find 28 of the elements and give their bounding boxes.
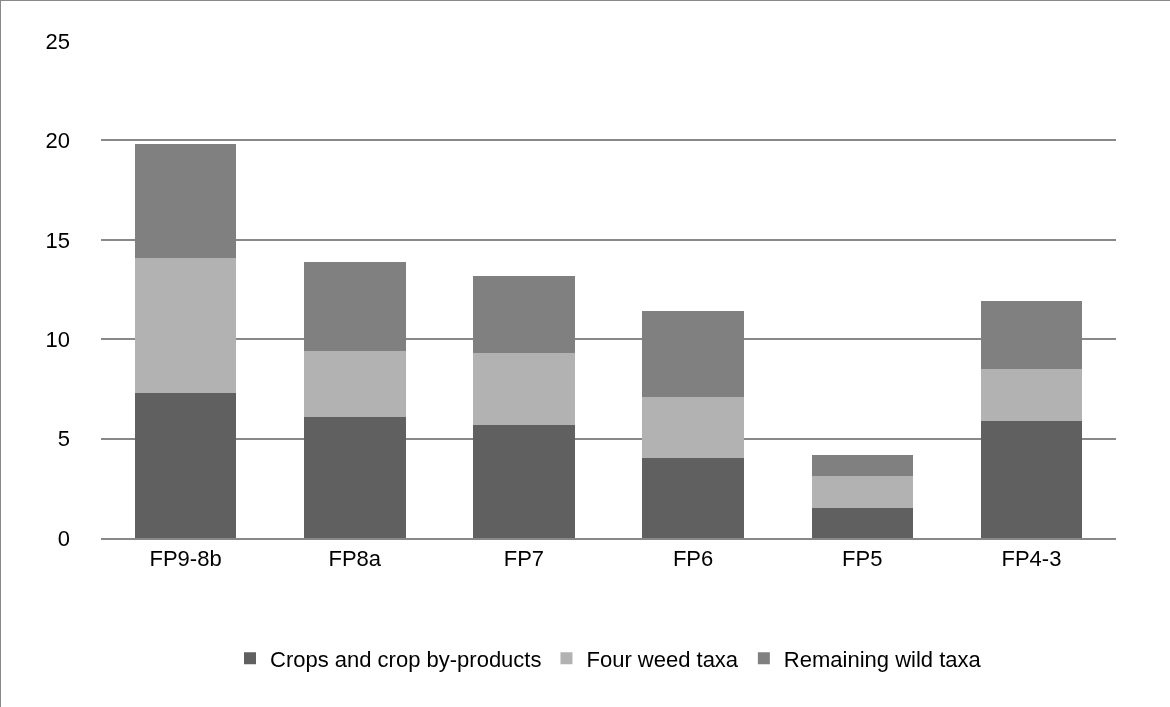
bar bbox=[304, 416, 406, 538]
x-tick-label: FP8a bbox=[328, 546, 382, 572]
legend-label: Remaining wild taxa bbox=[783, 646, 982, 672]
x-tick-label: FP6 bbox=[672, 546, 714, 572]
x-tick-label: FP4-3 bbox=[1001, 546, 1062, 572]
y-tick-label: 5 bbox=[57, 426, 70, 452]
bar bbox=[811, 508, 913, 538]
bar bbox=[134, 257, 237, 393]
y-tick-label: 25 bbox=[45, 28, 70, 54]
y-tick-label: 0 bbox=[57, 525, 70, 551]
bar bbox=[980, 369, 1083, 421]
bar bbox=[304, 351, 406, 417]
x-tick-label: FP9-8b bbox=[149, 546, 222, 572]
x-tick-label: FP7 bbox=[503, 546, 545, 572]
bar bbox=[642, 396, 744, 459]
legend-label: Crops and crop by-products bbox=[270, 646, 542, 672]
bar bbox=[811, 454, 913, 477]
y-tick-label: 20 bbox=[45, 128, 70, 154]
bar bbox=[811, 476, 913, 509]
bar bbox=[642, 458, 744, 538]
bar bbox=[473, 353, 575, 425]
bar bbox=[473, 424, 575, 538]
bar bbox=[980, 420, 1083, 538]
x-tick-label: FP5 bbox=[842, 546, 883, 572]
y-tick-label: 10 bbox=[45, 326, 70, 352]
y-tick-label: 15 bbox=[45, 227, 70, 253]
legend-label: Four weed taxa bbox=[586, 646, 739, 672]
bar bbox=[134, 392, 237, 538]
